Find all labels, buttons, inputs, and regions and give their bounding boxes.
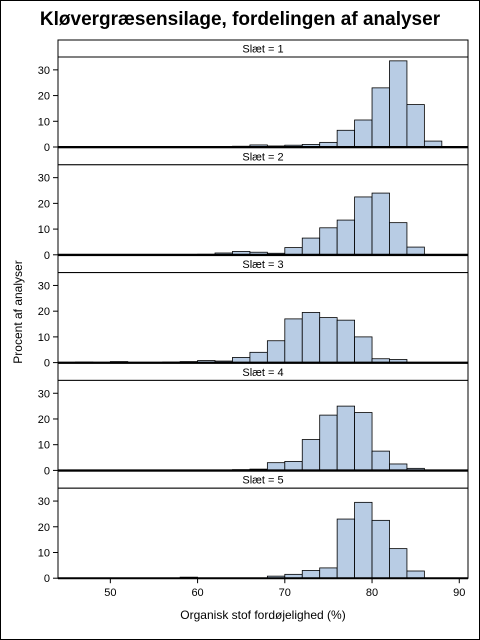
histogram-bar bbox=[336, 319, 355, 363]
panel-plot-area bbox=[57, 272, 469, 364]
histogram-bar bbox=[319, 567, 338, 579]
histogram-bar bbox=[319, 317, 338, 364]
y-tick-label: 0 bbox=[44, 250, 50, 262]
histogram-bar bbox=[371, 519, 390, 579]
y-tick-label: 10 bbox=[38, 332, 50, 344]
y-tick-label: 20 bbox=[38, 198, 50, 210]
x-axis-label: Organisk stof fordøjelighed (%) bbox=[180, 608, 346, 622]
y-tick-label: 30 bbox=[38, 173, 50, 185]
panel-label: Slæt = 2 bbox=[242, 151, 283, 163]
x-tick-label: 60 bbox=[191, 587, 203, 599]
y-tick-label: 20 bbox=[38, 91, 50, 103]
panel-label: Slæt = 3 bbox=[242, 259, 283, 271]
histogram-bar bbox=[371, 450, 390, 471]
histogram-bar bbox=[371, 192, 390, 256]
histogram-bar bbox=[319, 414, 338, 471]
x-tick-label: 50 bbox=[104, 587, 116, 599]
histogram-bar bbox=[319, 227, 338, 256]
histogram-bar bbox=[354, 119, 373, 148]
histogram-bar bbox=[301, 312, 321, 364]
y-tick-label: 30 bbox=[38, 496, 50, 508]
y-tick-label: 30 bbox=[38, 280, 50, 292]
histogram-bar bbox=[336, 129, 355, 148]
histogram-bar bbox=[406, 104, 425, 148]
x-tick-label: 80 bbox=[366, 587, 378, 599]
y-tick-label: 10 bbox=[38, 116, 50, 128]
histogram-bar bbox=[336, 405, 355, 471]
histogram-bar bbox=[284, 460, 303, 471]
histogram-bar bbox=[336, 518, 355, 579]
x-tick-label: 70 bbox=[279, 587, 291, 599]
histogram-bar bbox=[266, 340, 286, 364]
histogram-bar bbox=[284, 247, 303, 256]
histogram-bar bbox=[406, 246, 425, 256]
y-tick-label: 10 bbox=[38, 224, 50, 236]
histogram-bar bbox=[354, 412, 373, 471]
histogram-bar bbox=[354, 336, 373, 363]
y-tick-label: 10 bbox=[38, 440, 50, 452]
histogram-bar bbox=[389, 222, 408, 256]
histogram-bar bbox=[336, 219, 355, 256]
histogram-bar bbox=[301, 237, 321, 256]
histogram-bar bbox=[389, 60, 408, 148]
histogram-bar bbox=[371, 87, 390, 148]
y-tick-label: 20 bbox=[38, 306, 50, 318]
histogram-bar bbox=[354, 501, 373, 579]
panel-label: Slæt = 4 bbox=[242, 367, 283, 379]
y-tick-label: 20 bbox=[38, 414, 50, 426]
y-tick-label: 0 bbox=[44, 142, 50, 154]
histogram-bar bbox=[354, 196, 373, 256]
panel-label: Slæt = 1 bbox=[242, 44, 283, 56]
histogram-bar bbox=[389, 548, 408, 579]
y-tick-label: 20 bbox=[38, 522, 50, 534]
panel-plot-area bbox=[57, 379, 469, 471]
y-tick-label: 30 bbox=[38, 65, 50, 77]
y-tick-label: 0 bbox=[44, 358, 50, 370]
histogram-bar bbox=[266, 462, 286, 471]
histogram-bar bbox=[301, 439, 321, 471]
y-tick-label: 0 bbox=[44, 573, 50, 585]
chart-title: Kløvergræsensilage, fordelingen af analy… bbox=[39, 9, 441, 30]
histogram-bar bbox=[249, 351, 268, 364]
histogram-bar bbox=[284, 318, 303, 363]
panel-label: Slæt = 5 bbox=[242, 475, 283, 487]
y-tick-label: 10 bbox=[38, 547, 50, 559]
x-tick-label: 90 bbox=[453, 587, 465, 599]
y-tick-label: 0 bbox=[44, 465, 50, 477]
histogram-bar bbox=[301, 570, 321, 579]
y-tick-label: 30 bbox=[38, 388, 50, 400]
histogram-bar bbox=[406, 570, 425, 579]
